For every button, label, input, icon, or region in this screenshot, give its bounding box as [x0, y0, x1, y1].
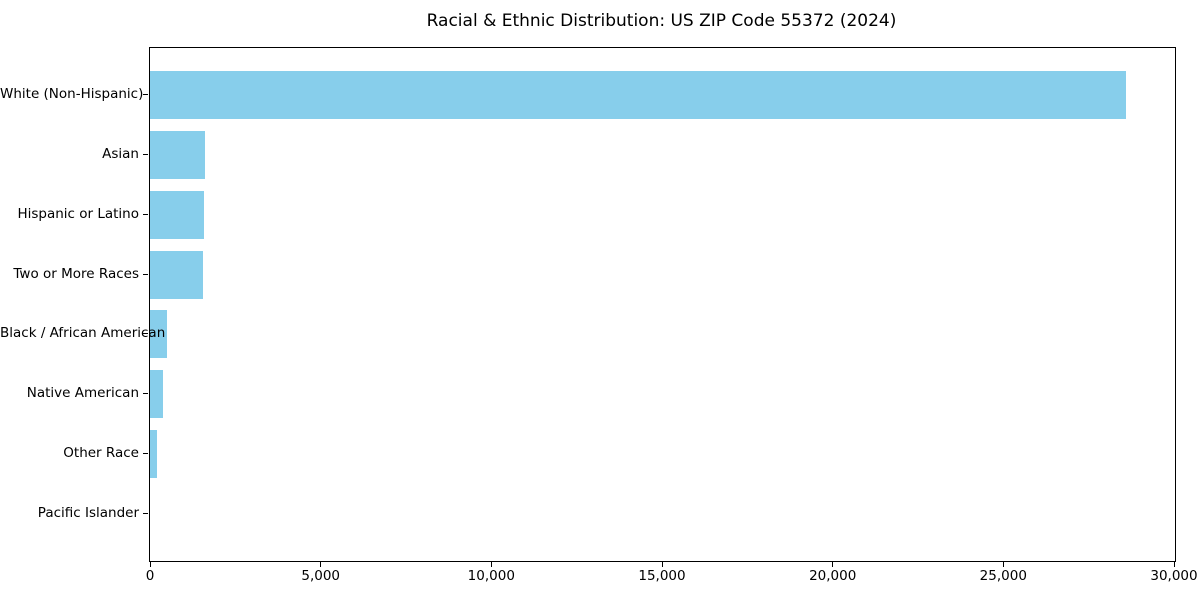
y-tick-mark [143, 333, 148, 334]
y-tick-mark [143, 274, 148, 275]
plot-area [149, 47, 1176, 562]
bar-other-race [150, 430, 158, 478]
y-axis-label-white-non-hispanic: White (Non-Hispanic) [0, 86, 144, 103]
bar-hispanic-or-latino [150, 190, 204, 239]
bar-white-non-hispanic [150, 71, 1127, 120]
chart-title: Racial & Ethnic Distribution: US ZIP Cod… [426, 11, 897, 31]
y-tick-mark [143, 154, 148, 155]
x-tick-mark [832, 562, 834, 567]
x-tick-mark [661, 562, 663, 567]
x-tick-label: 30,000 [1150, 568, 1198, 584]
x-tick-label: 20,000 [809, 568, 857, 584]
x-tick-mark [320, 562, 322, 567]
x-tick-label: 25,000 [979, 568, 1027, 584]
x-tick-mark [149, 562, 151, 567]
y-axis-label-black-african-american: Black / African American [0, 325, 166, 342]
bar-asian [150, 131, 205, 179]
x-tick-mark [490, 562, 492, 567]
x-tick-mark [1173, 562, 1175, 567]
y-axis-label-pacific-islander: Pacific Islander [37, 504, 139, 521]
x-tick-label: 15,000 [638, 568, 686, 584]
x-tick-mark [1002, 562, 1004, 567]
y-axis-label-asian: Asian [102, 146, 139, 162]
bar-black-african-american [150, 310, 168, 359]
y-tick-mark [143, 214, 148, 215]
x-tick-label: 10,000 [467, 568, 515, 584]
y-axis-label-hispanic-or-latino: Hispanic or Latino [17, 205, 139, 222]
y-axis-label-other-race: Other Race [63, 445, 139, 461]
y-axis-label-native-american: Native American [26, 385, 139, 402]
y-tick-mark [143, 393, 148, 394]
x-tick-label: 0 [145, 568, 155, 584]
bar-native-american [150, 370, 163, 419]
y-tick-mark [143, 94, 148, 95]
bar-two-or-more-races [150, 250, 203, 299]
y-tick-mark [143, 453, 148, 454]
x-tick-label: 5,000 [301, 568, 341, 584]
y-axis-label-two-or-more-races: Two or More Races [13, 265, 139, 282]
y-tick-mark [143, 513, 148, 514]
